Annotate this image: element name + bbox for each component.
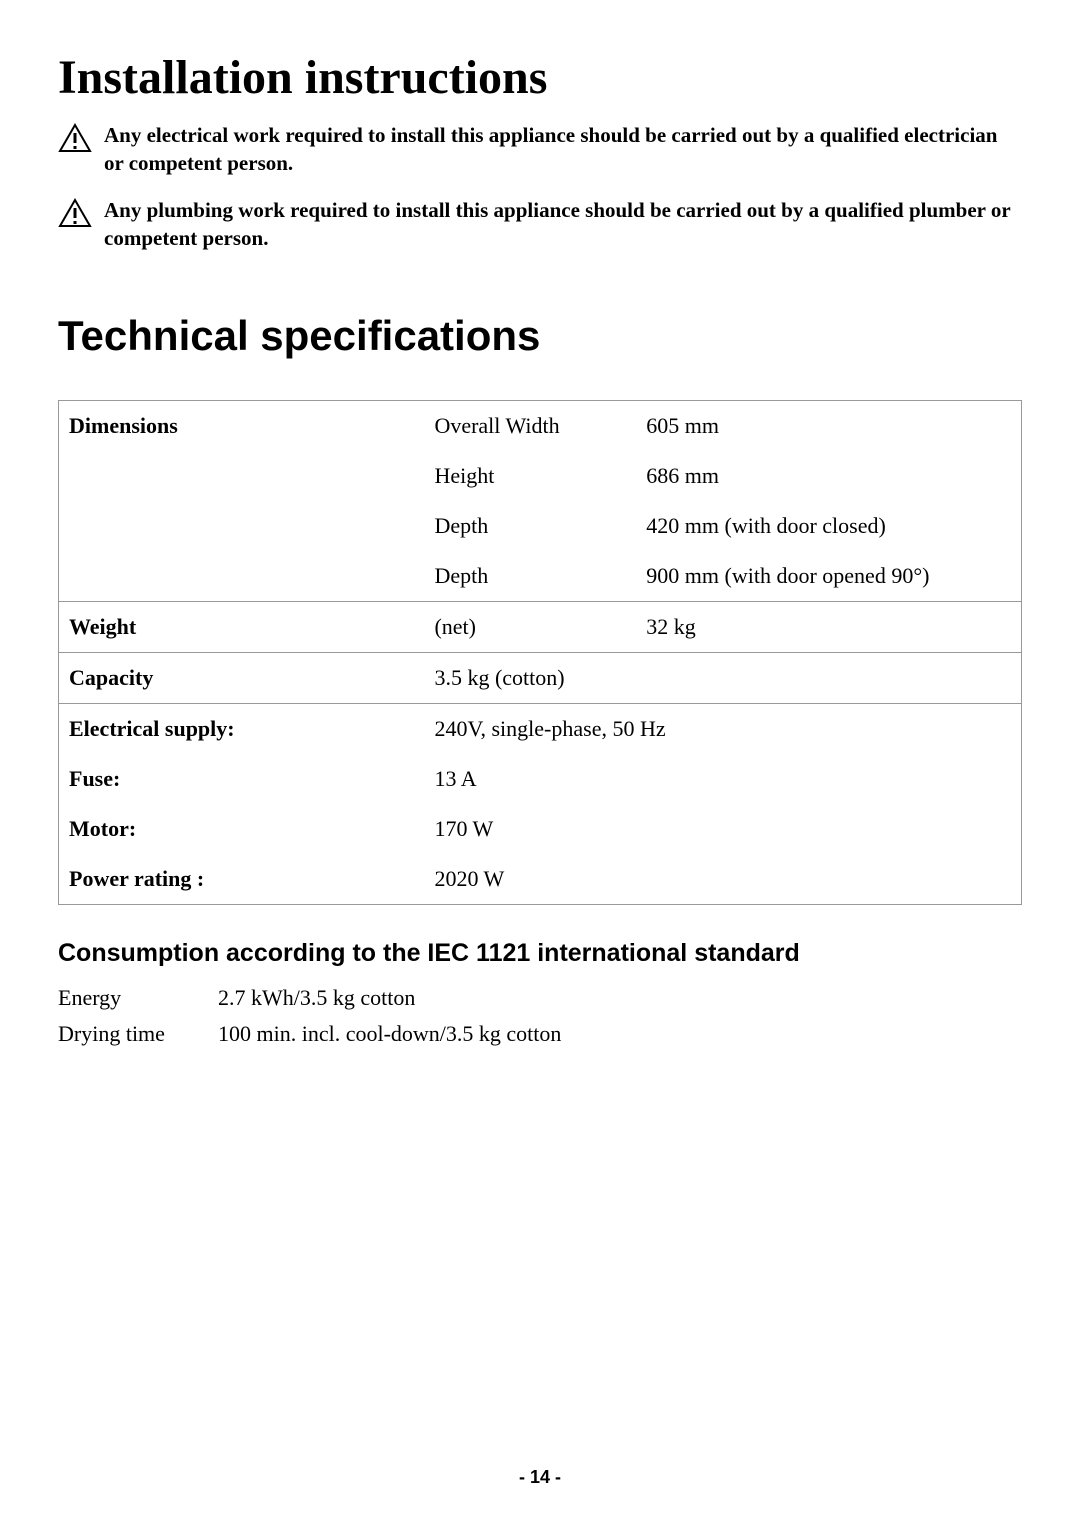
section-heading: Technical specifications bbox=[58, 312, 1022, 360]
warning-block: Any electrical work required to install … bbox=[58, 121, 1022, 178]
table-row: Fuse:13 A bbox=[59, 754, 1022, 804]
table-row: Power rating :2020 W bbox=[59, 854, 1022, 905]
spec-value: 3.5 kg (cotton) bbox=[424, 653, 1021, 704]
spec-label: Motor: bbox=[59, 804, 425, 854]
consumption-key: Energy bbox=[58, 980, 218, 1015]
spec-label bbox=[59, 551, 425, 602]
warning-block: Any plumbing work required to install th… bbox=[58, 196, 1022, 253]
table-row: Weight(net)32 kg bbox=[59, 602, 1022, 653]
spec-sublabel: Height bbox=[424, 451, 636, 501]
spec-label bbox=[59, 501, 425, 551]
spec-value: 686 mm bbox=[636, 451, 1021, 501]
spec-value: 900 mm (with door opened 90°) bbox=[636, 551, 1021, 602]
subsection-heading: Consumption according to the IEC 1121 in… bbox=[58, 939, 1022, 968]
spec-value: 13 A bbox=[424, 754, 1021, 804]
consumption-value: 2.7 kWh/3.5 kg cotton bbox=[218, 980, 415, 1015]
warning-icon bbox=[58, 123, 92, 153]
table-row: Motor:170 W bbox=[59, 804, 1022, 854]
consumption-key: Drying time bbox=[58, 1016, 218, 1051]
spec-label: Capacity bbox=[59, 653, 425, 704]
spec-value: 240V, single-phase, 50 Hz bbox=[424, 704, 1021, 755]
warning-icon bbox=[58, 198, 92, 228]
spec-value: 32 kg bbox=[636, 602, 1021, 653]
spec-sublabel: Overall Width bbox=[424, 401, 636, 452]
table-row: Capacity3.5 kg (cotton) bbox=[59, 653, 1022, 704]
spec-table: DimensionsOverall Width605 mmHeight686 m… bbox=[58, 400, 1022, 905]
spec-label: Electrical supply: bbox=[59, 704, 425, 755]
consumption-row: Drying time100 min. incl. cool-down/3.5 … bbox=[58, 1016, 1022, 1051]
spec-value: 605 mm bbox=[636, 401, 1021, 452]
spec-sublabel: (net) bbox=[424, 602, 636, 653]
spec-label: Fuse: bbox=[59, 754, 425, 804]
spec-value: 2020 W bbox=[424, 854, 1021, 905]
spec-sublabel: Depth bbox=[424, 551, 636, 602]
table-row: Electrical supply:240V, single-phase, 50… bbox=[59, 704, 1022, 755]
table-row: Depth900 mm (with door opened 90°) bbox=[59, 551, 1022, 602]
spec-label: Power rating : bbox=[59, 854, 425, 905]
page-title: Installation instructions bbox=[58, 50, 1022, 105]
spec-sublabel: Depth bbox=[424, 501, 636, 551]
page-number: - 14 - bbox=[0, 1467, 1080, 1488]
spec-label: Weight bbox=[59, 602, 425, 653]
spec-label: Dimensions bbox=[59, 401, 425, 452]
spec-value: 420 mm (with door closed) bbox=[636, 501, 1021, 551]
consumption-row: Energy2.7 kWh/3.5 kg cotton bbox=[58, 980, 1022, 1015]
table-row: Depth420 mm (with door closed) bbox=[59, 501, 1022, 551]
spec-value: 170 W bbox=[424, 804, 1021, 854]
consumption-value: 100 min. incl. cool-down/3.5 kg cotton bbox=[218, 1016, 561, 1051]
spec-label bbox=[59, 451, 425, 501]
warning-text: Any plumbing work required to install th… bbox=[104, 196, 1022, 253]
warning-text: Any electrical work required to install … bbox=[104, 121, 1022, 178]
table-row: Height686 mm bbox=[59, 451, 1022, 501]
table-row: DimensionsOverall Width605 mm bbox=[59, 401, 1022, 452]
